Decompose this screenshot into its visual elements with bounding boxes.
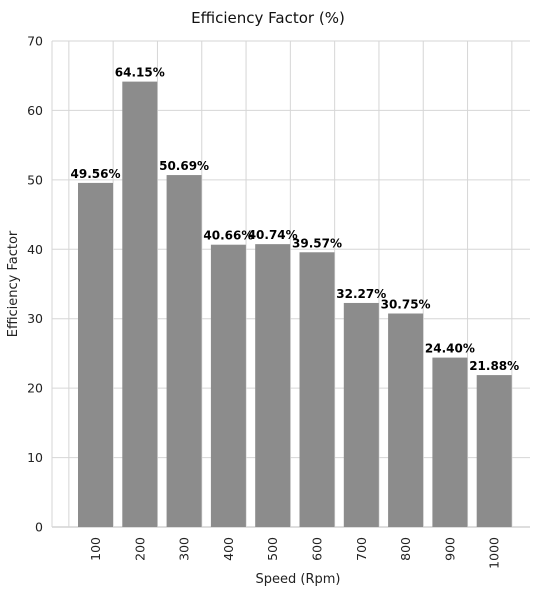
y-tick-label: 40 xyxy=(27,242,43,257)
x-tick-label: 200 xyxy=(132,537,147,561)
bar-400 xyxy=(210,244,246,527)
x-axis-label: Speed (Rpm) xyxy=(256,572,341,587)
data-label-800: 30.75% xyxy=(381,298,431,312)
x-tick-label: 600 xyxy=(310,537,325,561)
data-label-600: 39.57% xyxy=(292,236,342,250)
x-tick-label: 300 xyxy=(177,537,192,561)
x-tick-label: 500 xyxy=(265,537,280,561)
y-tick-label: 60 xyxy=(27,103,43,118)
x-tick-label: 900 xyxy=(442,537,457,561)
x-tick-label: 700 xyxy=(354,537,369,561)
x-tick-label: 800 xyxy=(398,537,413,561)
bar-100 xyxy=(78,182,113,528)
data-label-100: 49.56% xyxy=(71,167,121,181)
data-label-400: 40.66% xyxy=(203,229,253,243)
data-label-700: 32.27% xyxy=(336,287,386,301)
chart-title: Efficiency Factor (%) xyxy=(191,9,345,27)
data-label-200: 64.15% xyxy=(115,66,165,80)
y-tick-label: 20 xyxy=(27,381,43,396)
bar-1000 xyxy=(476,375,512,527)
y-tick-label: 10 xyxy=(27,450,43,465)
bar-500 xyxy=(255,244,291,527)
data-labels: 49.56% 64.15% 50.69% 40.66%40.74%39.57% 32.2… xyxy=(71,66,520,373)
x-tick-label: 100 xyxy=(88,537,103,561)
bar-200 xyxy=(122,81,158,527)
data-label-300: 50.69% xyxy=(159,159,209,173)
bar-800 xyxy=(388,313,424,527)
x-tick-label: 1000 xyxy=(487,537,502,569)
y-axis-label: Efficiency Factor xyxy=(6,230,21,337)
x-tick-label: 400 xyxy=(221,537,236,561)
y-tick-label: 70 xyxy=(27,34,43,49)
bar-700 xyxy=(343,302,379,527)
bar-300 xyxy=(166,175,202,527)
data-label-500: 40.74% xyxy=(248,228,298,242)
y-tick-label: 30 xyxy=(27,311,43,326)
bar-600 xyxy=(299,252,335,527)
y-tick-label: 0 xyxy=(35,520,43,535)
x-axis-ticks: 100 200 300 400 500 600 700 800 900 1000 xyxy=(88,537,502,569)
data-label-900: 24.40% xyxy=(425,342,475,356)
bars xyxy=(78,81,512,528)
data-label-1000: 21.88% xyxy=(469,359,519,373)
bar-900 xyxy=(432,357,468,527)
y-tick-label: 50 xyxy=(27,172,43,187)
y-axis-ticks: 0 10 20 30 40 50 60 70 xyxy=(27,34,43,535)
